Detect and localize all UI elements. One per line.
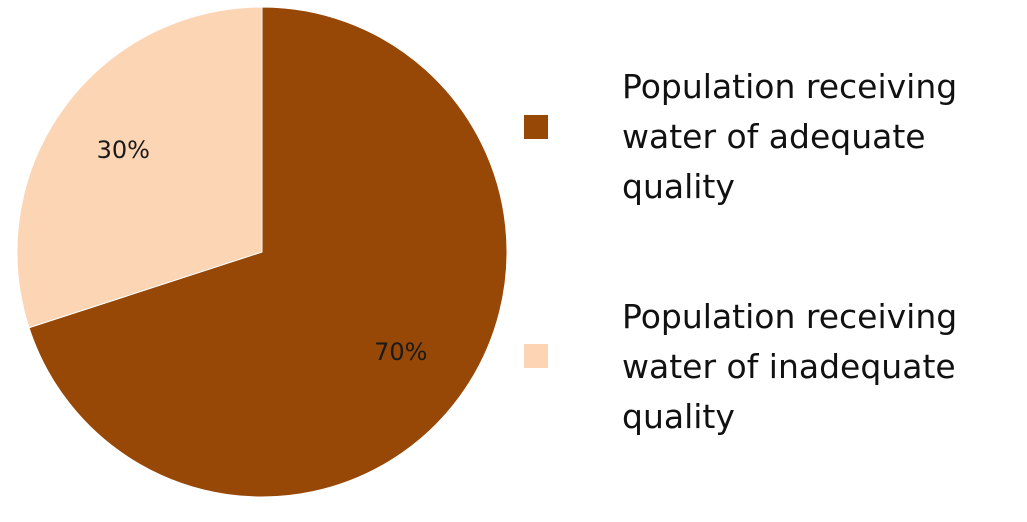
pie-slice-inadequate: [16, 6, 263, 329]
legend-swatch-adequate: [524, 115, 548, 139]
slice-label-inadequate: 30%: [97, 136, 150, 164]
pie-chart: 70% 30%: [16, 6, 508, 497]
legend-item-adequate: Population receiving water of adequate q…: [524, 62, 1024, 292]
legend-item-inadequate: Population receiving water of inadequate…: [524, 292, 1024, 522]
legend-label-adequate: Population receiving water of adequate q…: [622, 67, 958, 206]
chart-legend: Population receiving water of adequate q…: [524, 62, 1024, 522]
legend-swatch-inadequate: [524, 344, 548, 368]
pie-slice-adequate: [28, 6, 508, 497]
slice-label-adequate: 70%: [374, 338, 427, 366]
legend-label-inadequate: Population receiving water of inadequate…: [622, 297, 958, 436]
